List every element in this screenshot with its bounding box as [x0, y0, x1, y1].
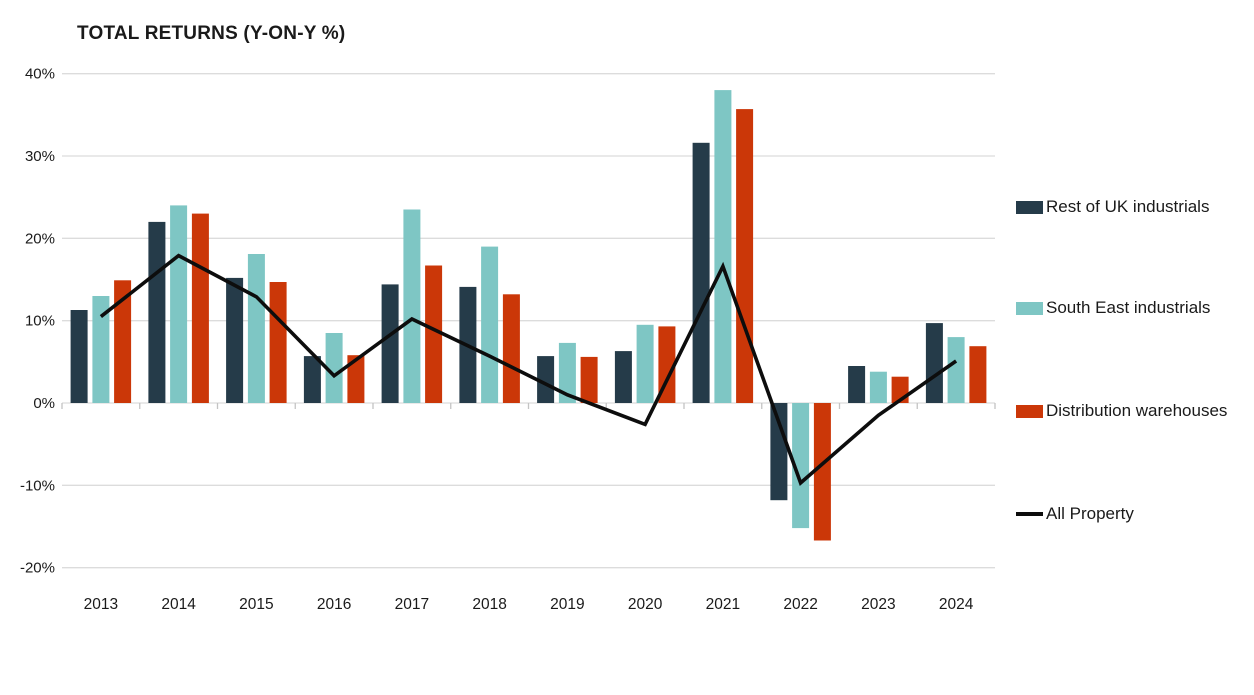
bar — [692, 142, 710, 404]
bar — [502, 294, 520, 403]
bar — [70, 310, 88, 403]
bar — [325, 333, 343, 403]
svg-text:2018: 2018 — [472, 596, 506, 613]
svg-text:2021: 2021 — [706, 596, 740, 613]
svg-text:10%: 10% — [25, 313, 55, 330]
bar — [269, 282, 287, 403]
svg-text:2020: 2020 — [628, 596, 663, 613]
bar — [191, 213, 209, 403]
bar — [969, 346, 987, 403]
bar-series-distribution-warehouses — [114, 109, 987, 541]
bar — [114, 280, 132, 403]
svg-text:2019: 2019 — [550, 596, 584, 613]
bar — [558, 342, 576, 403]
bar — [813, 403, 831, 541]
bar — [92, 296, 110, 403]
bar — [226, 277, 244, 403]
bar — [770, 403, 788, 501]
bar — [170, 205, 188, 403]
svg-text:2014: 2014 — [161, 596, 196, 613]
y-axis-labels: 40% 30% 20% 10% 0% -10% -20% — [20, 66, 55, 577]
bar — [537, 356, 555, 403]
bar — [347, 355, 365, 403]
bar — [947, 337, 965, 403]
svg-text:0%: 0% — [33, 395, 55, 412]
bar — [580, 356, 598, 403]
bar — [658, 326, 676, 403]
bar — [403, 209, 421, 403]
svg-text:20%: 20% — [25, 230, 55, 247]
svg-text:30%: 30% — [25, 148, 55, 165]
all-property-line — [99, 253, 958, 486]
bar — [636, 324, 654, 403]
svg-text:2015: 2015 — [239, 596, 273, 613]
bar-series-south-east-industrials — [92, 90, 965, 529]
bar — [792, 403, 810, 529]
bar — [848, 366, 866, 403]
bar — [381, 284, 399, 403]
bar — [736, 109, 754, 403]
svg-text:2016: 2016 — [317, 596, 351, 613]
bar — [148, 221, 166, 403]
chart-title: TOTAL RETURNS (Y-ON-Y %) — [77, 23, 346, 44]
bar — [869, 371, 887, 403]
svg-text:40%: 40% — [25, 66, 55, 83]
bar — [614, 351, 632, 403]
x-axis-labels: 2013 2014 2015 2016 2017 2018 2019 2020 2021 2022… — [84, 596, 974, 613]
svg-text:-10%: -10% — [20, 477, 55, 494]
bar — [303, 356, 321, 403]
svg-text:2024: 2024 — [939, 596, 974, 613]
x-axis-ticks — [61, 403, 996, 409]
bar — [925, 323, 943, 403]
bar — [247, 254, 265, 403]
bar — [425, 265, 443, 403]
svg-text:-20%: -20% — [20, 560, 55, 577]
svg-text:2023: 2023 — [861, 596, 895, 613]
bar — [714, 90, 732, 403]
bar — [481, 246, 499, 403]
svg-text:2017: 2017 — [395, 596, 429, 613]
svg-text:2022: 2022 — [783, 596, 817, 613]
svg-text:2013: 2013 — [84, 596, 118, 613]
